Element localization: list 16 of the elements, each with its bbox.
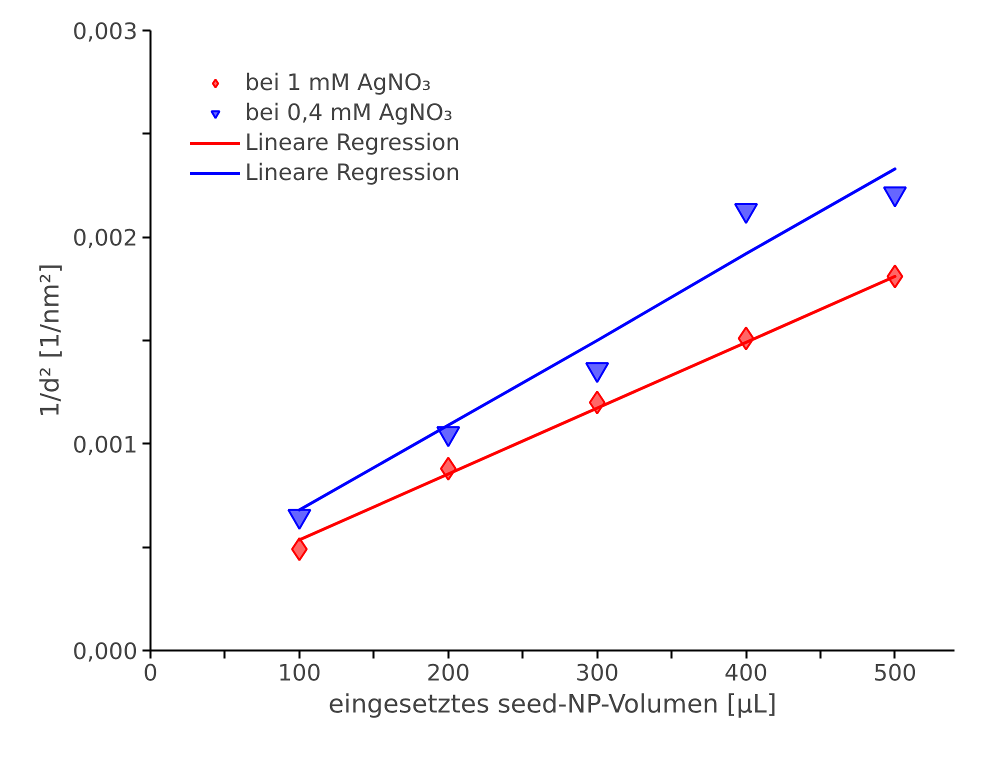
- x-tick-label: 200: [426, 660, 470, 686]
- legend-label: Lineare Regression: [245, 160, 460, 186]
- legend-label: Lineare Regression: [245, 130, 460, 156]
- y-tick-label: 0,003: [72, 19, 138, 45]
- y-tick-label: 0,002: [72, 226, 138, 252]
- x-tick-label: 300: [576, 660, 619, 686]
- x-tick-label: 100: [278, 660, 322, 686]
- x-tick-label: 0: [143, 660, 158, 686]
- y-axis-title: 1/d² [1/nm²]: [34, 263, 65, 418]
- y-tick-label: 0,001: [72, 432, 138, 458]
- x-tick-label: 400: [724, 660, 768, 686]
- y-tick-label: 0,000: [72, 639, 138, 665]
- x-tick-label: 500: [873, 660, 917, 686]
- legend-label: bei 0,4 mM AgNO₃: [245, 100, 453, 126]
- x-axis-title: eingesetztes seed-NP-Volumen [µL]: [328, 688, 777, 718]
- legend-label: bei 1 mM AgNO₃: [245, 70, 431, 96]
